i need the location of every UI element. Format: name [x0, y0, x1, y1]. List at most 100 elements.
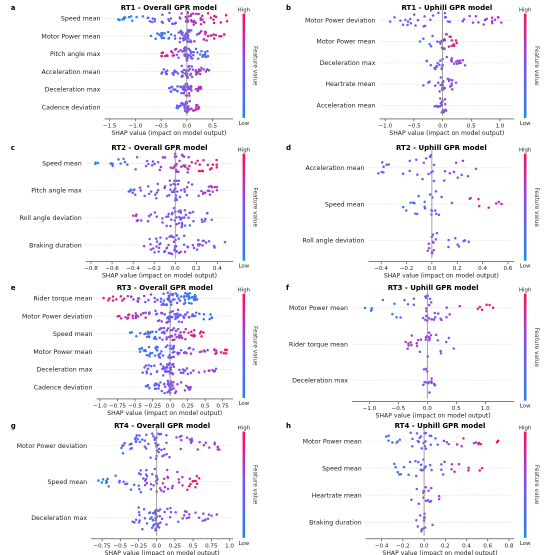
shap-point [428, 155, 432, 158]
shap-point [150, 164, 154, 167]
x-tick-label: −0.25 [130, 543, 148, 549]
shap-point [417, 460, 420, 464]
shap-point [450, 60, 454, 63]
shap-point [222, 33, 226, 36]
shap-point [186, 488, 189, 492]
panel-title: RT3 - Overall GPR model [117, 284, 213, 292]
shap-point [193, 39, 196, 43]
shap-point [189, 72, 193, 76]
shap-point [172, 88, 175, 91]
shap-point [225, 20, 229, 23]
shap-point [435, 65, 438, 69]
shap-point [186, 311, 189, 314]
shap-point [175, 436, 178, 439]
shap-point [175, 222, 178, 226]
shap-point [154, 237, 158, 240]
panel-f: f RT3 - Uphill GPR model Motor Power mean R… [275, 280, 550, 420]
shap-point [423, 200, 426, 204]
shap-point [169, 33, 173, 36]
shap-point [134, 316, 138, 320]
shap-point [143, 445, 147, 448]
shap-point [208, 193, 212, 196]
shap-point [196, 89, 200, 93]
shap-point [225, 348, 228, 352]
x-tick-label: 0.0 [166, 403, 175, 409]
shap-point [132, 483, 136, 487]
shap-point [107, 485, 111, 488]
shap-point [111, 299, 115, 302]
shap-point [134, 168, 137, 171]
shap-point [132, 298, 135, 301]
shap-point [214, 367, 218, 371]
x-tick-label: 0.5 [467, 123, 476, 129]
shap-point [195, 482, 199, 485]
shap-point [218, 34, 221, 38]
shap-point [166, 507, 169, 511]
x-tick-label: 0.0 [182, 123, 191, 129]
shap-point [204, 217, 207, 221]
shap-point [410, 498, 413, 501]
shap-point [184, 291, 187, 295]
shap-point [146, 384, 149, 388]
shap-point [166, 487, 170, 491]
shap-point [143, 483, 147, 487]
shap-point [185, 186, 189, 189]
shap-point [215, 185, 219, 189]
x-tick-label: −0.75 [109, 403, 127, 409]
shap-point [131, 316, 135, 320]
shap-point [179, 188, 183, 192]
shap-point [417, 440, 421, 444]
shap-point [452, 43, 455, 46]
shap-point [181, 86, 184, 89]
shap-point [187, 167, 190, 171]
shap-point [450, 44, 453, 48]
shap-point [412, 13, 416, 16]
shap-point [186, 171, 189, 174]
shap-point [452, 170, 456, 174]
shap-point [393, 16, 396, 19]
shap-point [222, 351, 226, 355]
shap-point [430, 468, 433, 472]
shap-point [145, 433, 148, 437]
shap-point [370, 307, 374, 310]
shap-point [207, 185, 211, 189]
shap-point [208, 189, 211, 193]
shap-point [121, 452, 125, 455]
shap-point [433, 84, 437, 87]
feature-label: Deceleration max [37, 367, 93, 374]
shap-point [409, 21, 413, 25]
shap-point [210, 316, 214, 319]
shap-point [188, 438, 192, 441]
shap-point [192, 12, 195, 15]
shap-point [445, 315, 448, 319]
shap-point [180, 91, 183, 95]
shap-point [443, 38, 447, 42]
shap-point [198, 163, 201, 166]
shap-point [143, 194, 146, 198]
shap-point [148, 386, 151, 390]
shap-point [154, 337, 158, 341]
shap-point [462, 239, 465, 243]
shap-point [450, 84, 453, 87]
shap-point [149, 34, 153, 38]
shap-point [396, 470, 399, 474]
shap-point [414, 474, 418, 478]
shap-point [124, 482, 127, 486]
shap-point [180, 64, 183, 68]
feature-label: Motor Power mean [316, 39, 375, 46]
shap-point [395, 315, 398, 319]
shap-point [206, 163, 210, 167]
shap-point [169, 50, 173, 53]
shap-point [441, 473, 445, 476]
panel-title: RT3 - Uphill GPR model [388, 284, 479, 292]
x-tick-label: 0.75 [205, 543, 218, 549]
panel-letter: a [11, 4, 16, 12]
x-tick-label: 0.25 [169, 543, 182, 549]
shap-point [202, 331, 205, 334]
shap-point [168, 19, 171, 23]
colorbar-high-label: High [238, 288, 250, 294]
shap-point [150, 351, 154, 355]
shap-point [424, 440, 427, 443]
shap-point [154, 309, 157, 312]
shap-point [155, 215, 158, 218]
